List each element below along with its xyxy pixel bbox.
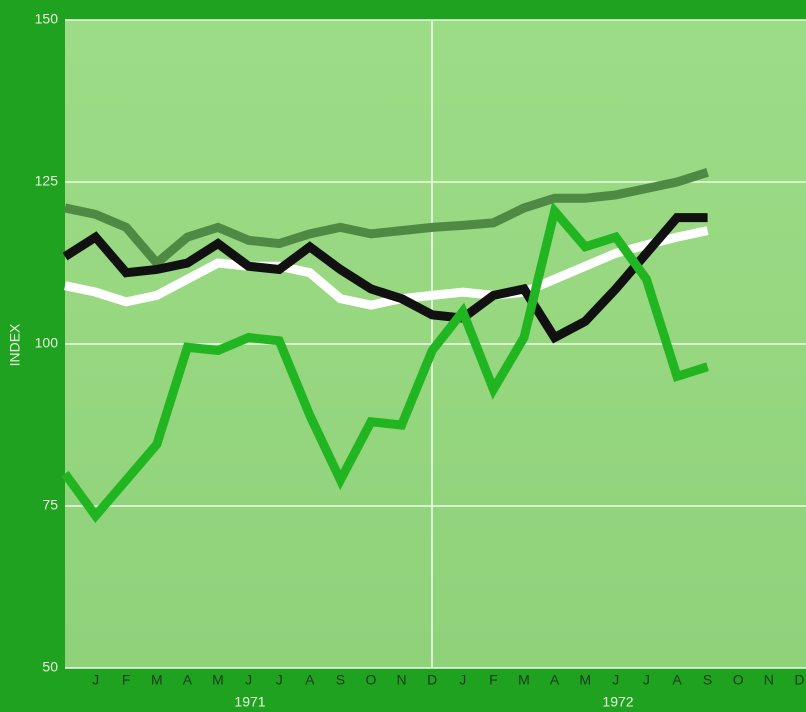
y-tick-label: 50 [42,659,58,675]
x-tick-label: S [703,672,712,688]
x-tick-label: J [92,672,99,688]
y-tick-label: 100 [35,335,59,351]
x-tick-label: M [151,672,163,688]
x-tick-label: N [397,672,407,688]
x-tick-label: M [212,672,224,688]
x-tick-label: N [764,672,774,688]
x-tick-label: J [643,672,650,688]
x-tick-label: J [459,672,466,688]
x-tick-label: F [122,672,131,688]
x-tick-label: D [427,672,437,688]
year-label: 1971 [234,694,265,710]
x-tick-label: J [245,672,252,688]
y-axis-label: INDEX [7,323,23,366]
series-line [61,201,709,523]
series-line [64,167,709,270]
series-line [62,213,708,344]
x-tick-label: O [366,672,377,688]
x-tick-label: O [733,672,744,688]
x-tick-label: A [550,672,560,688]
series-line [64,226,709,310]
y-tick-label: 75 [42,497,58,513]
year-label: 1972 [602,694,633,710]
x-tick-label: S [336,672,345,688]
x-tick-label: M [579,672,591,688]
x-tick-label: M [518,672,530,688]
x-tick-label: A [672,672,682,688]
x-tick-label: D [794,672,804,688]
x-tick-label: J [276,672,283,688]
y-tick-label: 150 [35,11,59,27]
x-tick-label: A [183,672,193,688]
x-tick-label: F [489,672,498,688]
x-tick-label: J [612,672,619,688]
y-tick-label: 125 [35,173,59,189]
x-tick-label: A [305,672,315,688]
